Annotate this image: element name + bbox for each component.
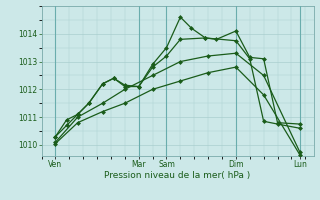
X-axis label: Pression niveau de la mer( hPa ): Pression niveau de la mer( hPa ) xyxy=(104,171,251,180)
